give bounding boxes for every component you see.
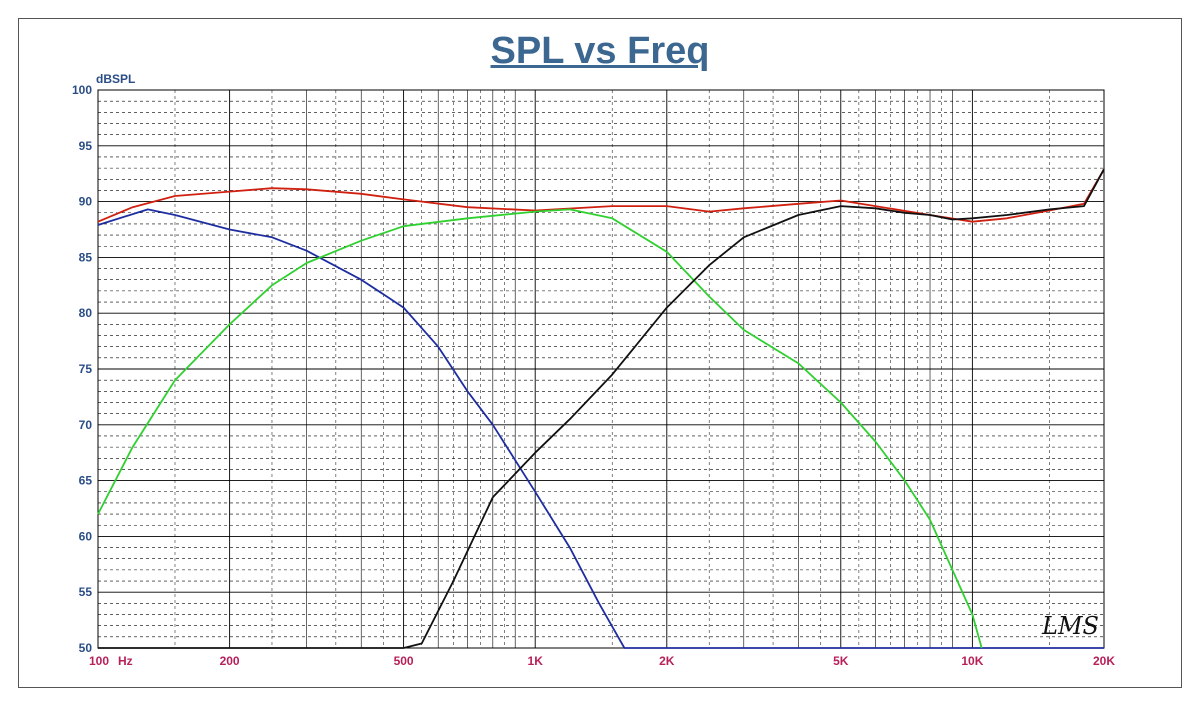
y-tick-label: 90 — [79, 195, 93, 209]
x-unit-label: Hz — [118, 654, 133, 668]
y-tick-label: 75 — [79, 362, 93, 376]
x-tick-label: 2K — [659, 654, 675, 668]
x-tick-label: 10K — [961, 654, 983, 668]
lms-watermark: LMS — [1042, 612, 1099, 640]
x-tick-label: 200 — [220, 654, 240, 668]
y-tick-label: 95 — [79, 139, 93, 153]
series-layer — [97, 168, 1105, 649]
y-tick-label: 85 — [79, 250, 93, 264]
y-axis-label: dBSPL — [96, 72, 136, 86]
x-ticks: 100 Hz 200 500 1K 2K 5K 10K 20K — [89, 654, 1115, 668]
y-tick-label: 50 — [79, 641, 93, 655]
y-tick-label: 60 — [79, 529, 93, 543]
chart-title: SPL vs Freq — [490, 30, 710, 72]
series-line-3 — [98, 168, 1105, 649]
series-line-2 — [97, 208, 983, 649]
x-tick-label: 20K — [1093, 654, 1115, 668]
y-tick-label: 80 — [79, 306, 93, 320]
x-tick-label: 100 — [89, 654, 109, 668]
y-tick-label: 65 — [79, 474, 93, 488]
chart-frame — [18, 18, 1182, 688]
y-tick-label: 70 — [79, 418, 93, 432]
series-line-1 — [97, 208, 1104, 649]
y-tick-label: 100 — [72, 83, 92, 97]
plot-border — [97, 89, 1105, 649]
x-tick-label: 1K — [528, 654, 544, 668]
series-line-0 — [97, 168, 1105, 223]
y-tick-label: 55 — [79, 585, 93, 599]
x-tick-label: 500 — [394, 654, 414, 668]
y-ticks: 100 95 90 85 80 75 70 65 60 55 50 — [72, 83, 92, 655]
grid — [97, 89, 1105, 649]
x-tick-label: 5K — [833, 654, 849, 668]
